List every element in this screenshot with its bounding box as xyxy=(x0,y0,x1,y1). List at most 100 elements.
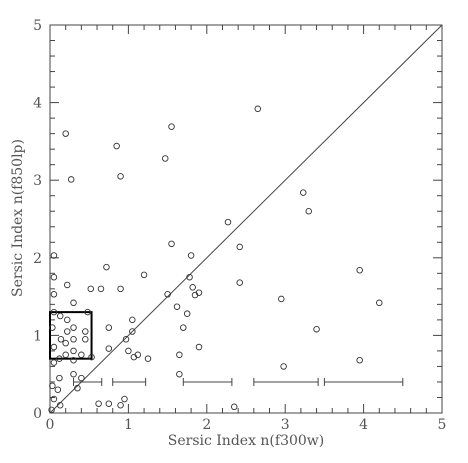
identity-line-segment xyxy=(49,24,443,414)
data-point xyxy=(117,401,124,409)
data-point xyxy=(129,316,136,324)
data-point xyxy=(50,252,58,259)
data-point xyxy=(95,400,102,407)
data-point xyxy=(140,271,148,279)
y-tick-label: 4 xyxy=(33,96,42,112)
data-point xyxy=(70,370,77,378)
data-point xyxy=(78,351,85,359)
data-point xyxy=(48,406,55,414)
data-point xyxy=(305,207,312,215)
data-point xyxy=(50,291,58,298)
y-tick-label: 0 xyxy=(33,406,42,422)
x-tick-label: 0 xyxy=(46,417,55,433)
data-point xyxy=(103,263,110,271)
data-point xyxy=(49,324,56,331)
data-point xyxy=(189,284,196,291)
data-point xyxy=(144,355,152,362)
data-point xyxy=(176,351,183,359)
data-point xyxy=(113,142,120,150)
data-points xyxy=(48,105,383,414)
data-point xyxy=(87,285,95,293)
error-bar xyxy=(73,377,103,386)
data-point xyxy=(278,295,285,303)
plot-border xyxy=(49,24,443,414)
data-point xyxy=(70,336,77,343)
data-point xyxy=(236,279,243,286)
data-point xyxy=(356,356,363,364)
data-point xyxy=(49,382,56,390)
data-point xyxy=(121,395,128,403)
data-point xyxy=(173,303,181,310)
data-point xyxy=(195,289,203,296)
y-tick-label: 1 xyxy=(33,328,42,344)
x-tick-label: 1 xyxy=(124,417,133,433)
data-point xyxy=(82,336,89,343)
data-point xyxy=(122,336,130,343)
data-point xyxy=(63,281,71,289)
data-point xyxy=(78,374,85,382)
data-point xyxy=(57,336,65,343)
error-bar xyxy=(112,377,147,386)
data-point xyxy=(187,252,195,259)
data-point xyxy=(180,324,187,331)
data-point xyxy=(299,189,307,196)
data-point xyxy=(82,328,89,335)
data-point xyxy=(168,123,175,130)
y-tick-labels: 0 1 2 3 4 5 xyxy=(33,18,42,422)
data-point xyxy=(186,273,193,281)
x-axis-label: Sersic Index n(f300w) xyxy=(168,433,325,449)
data-point xyxy=(313,325,320,333)
error-bar xyxy=(323,377,404,386)
data-point xyxy=(376,299,383,307)
data-point xyxy=(56,401,64,409)
data-point xyxy=(134,351,142,359)
data-point xyxy=(70,347,77,355)
data-point xyxy=(50,273,58,281)
data-point xyxy=(161,155,169,162)
data-point xyxy=(97,285,105,293)
data-point xyxy=(56,355,63,362)
data-point xyxy=(50,343,58,351)
plot-frame xyxy=(49,24,443,414)
y-tick-label: 2 xyxy=(33,251,42,267)
error-bar xyxy=(182,377,233,386)
data-point xyxy=(88,353,95,361)
y-tick-label: 3 xyxy=(33,173,42,189)
data-point xyxy=(168,240,175,248)
data-point xyxy=(117,285,124,293)
data-point xyxy=(62,351,69,359)
data-point xyxy=(50,308,58,316)
error-bar xyxy=(253,377,319,386)
data-point xyxy=(62,130,69,137)
data-point xyxy=(183,310,191,317)
data-point xyxy=(176,370,183,378)
x-tick-label: 3 xyxy=(281,417,290,433)
data-point xyxy=(63,316,71,324)
x-tick-labels: 0 1 2 3 4 5 xyxy=(46,417,447,433)
y-axis-label: Sersic Index n(f850lp) xyxy=(10,139,26,297)
x-tick-label: 4 xyxy=(359,417,368,433)
y-tick-label: 5 xyxy=(33,18,42,34)
data-point xyxy=(356,266,363,274)
data-point xyxy=(125,347,132,355)
data-point xyxy=(54,386,62,393)
data-point xyxy=(63,328,71,335)
data-point xyxy=(50,359,58,366)
data-point xyxy=(56,374,63,382)
data-point xyxy=(84,308,91,316)
error-bars xyxy=(73,377,404,386)
identity-line xyxy=(49,24,443,414)
data-point xyxy=(224,218,232,226)
data-point xyxy=(195,343,203,351)
data-point xyxy=(56,312,64,320)
data-point xyxy=(129,328,136,335)
data-point xyxy=(62,339,69,347)
data-point xyxy=(74,384,81,392)
axis-ticks xyxy=(49,24,443,414)
data-point xyxy=(117,173,124,180)
data-point xyxy=(230,403,238,411)
data-point xyxy=(236,243,243,251)
x-tick-label: 2 xyxy=(202,417,211,433)
data-point xyxy=(50,395,58,403)
data-point xyxy=(67,176,75,183)
